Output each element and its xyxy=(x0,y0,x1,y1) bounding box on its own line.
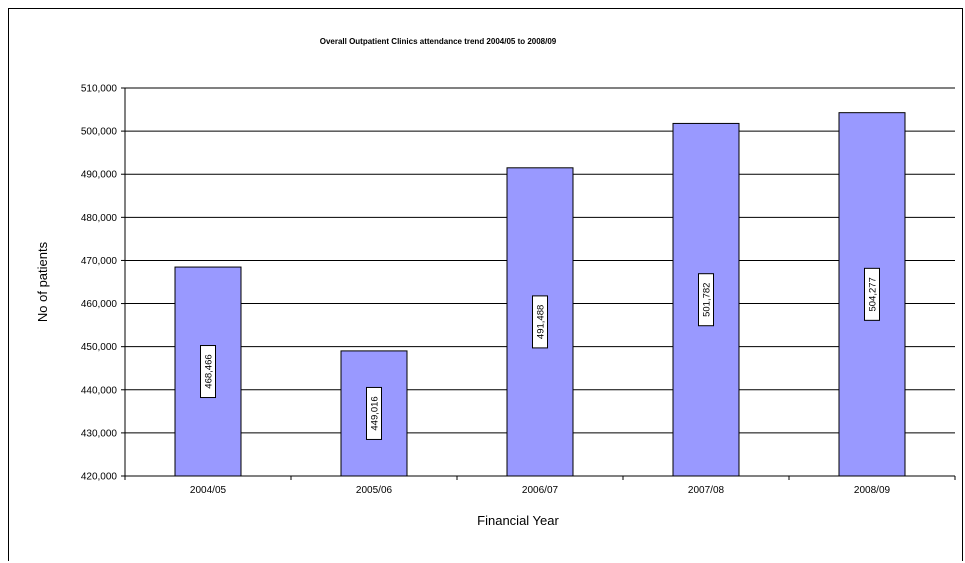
y-tick-label: 490,000 xyxy=(81,170,118,181)
y-tick-label: 460,000 xyxy=(81,299,118,310)
bars xyxy=(174,112,906,477)
data-label-box xyxy=(200,345,216,399)
y-tick-label: 450,000 xyxy=(81,342,118,353)
data-label-text: 468,466 xyxy=(204,354,215,388)
y-tick-label: 510,000 xyxy=(81,84,118,95)
y-tick-labels: 420,000 430,000 440,000 450,000 460,000 470,0… xyxy=(81,84,118,483)
data-labels: 468,466 449,016 491,488 501,782 504,277 xyxy=(200,267,880,440)
y-tick-label: 480,000 xyxy=(81,213,118,224)
x-tick-label: 2006/07 xyxy=(522,485,559,496)
y-tick-label: 430,000 xyxy=(81,428,118,439)
data-label-text: 449,016 xyxy=(370,396,381,430)
data-label-text: 504,277 xyxy=(868,277,879,311)
data-label: 491,488 xyxy=(532,295,548,349)
x-tick-label: 2004/05 xyxy=(190,485,227,496)
data-label: 468,466 xyxy=(200,345,216,399)
y-tick-label: 420,000 xyxy=(81,472,118,483)
chart-frame xyxy=(8,8,963,561)
data-label-box xyxy=(366,386,382,440)
chart-title: Overall Outpatient Clinics attendance tr… xyxy=(320,37,557,46)
data-label-text: 501,782 xyxy=(702,283,713,317)
data-label-text: 491,488 xyxy=(536,305,547,339)
data-label-box xyxy=(532,295,548,349)
data-label-box xyxy=(864,267,880,321)
axes xyxy=(121,87,956,480)
data-label: 504,277 xyxy=(864,267,880,321)
data-label-box xyxy=(698,273,714,327)
y-tick-label: 500,000 xyxy=(81,127,118,138)
x-tick-label: 2007/08 xyxy=(688,485,725,496)
y-axis-title: No of patients xyxy=(35,241,50,322)
data-label: 501,782 xyxy=(698,273,714,327)
x-tick-labels: 2004/05 2005/06 2006/07 2007/08 2008/09 xyxy=(190,485,891,496)
x-tick-label: 2008/09 xyxy=(854,485,891,496)
x-tick-label: 2005/06 xyxy=(356,485,393,496)
y-tick-label: 470,000 xyxy=(81,256,118,267)
data-label: 449,016 xyxy=(366,386,382,440)
x-axis-title: Financial Year xyxy=(477,513,559,528)
y-tick-label: 440,000 xyxy=(81,385,118,396)
